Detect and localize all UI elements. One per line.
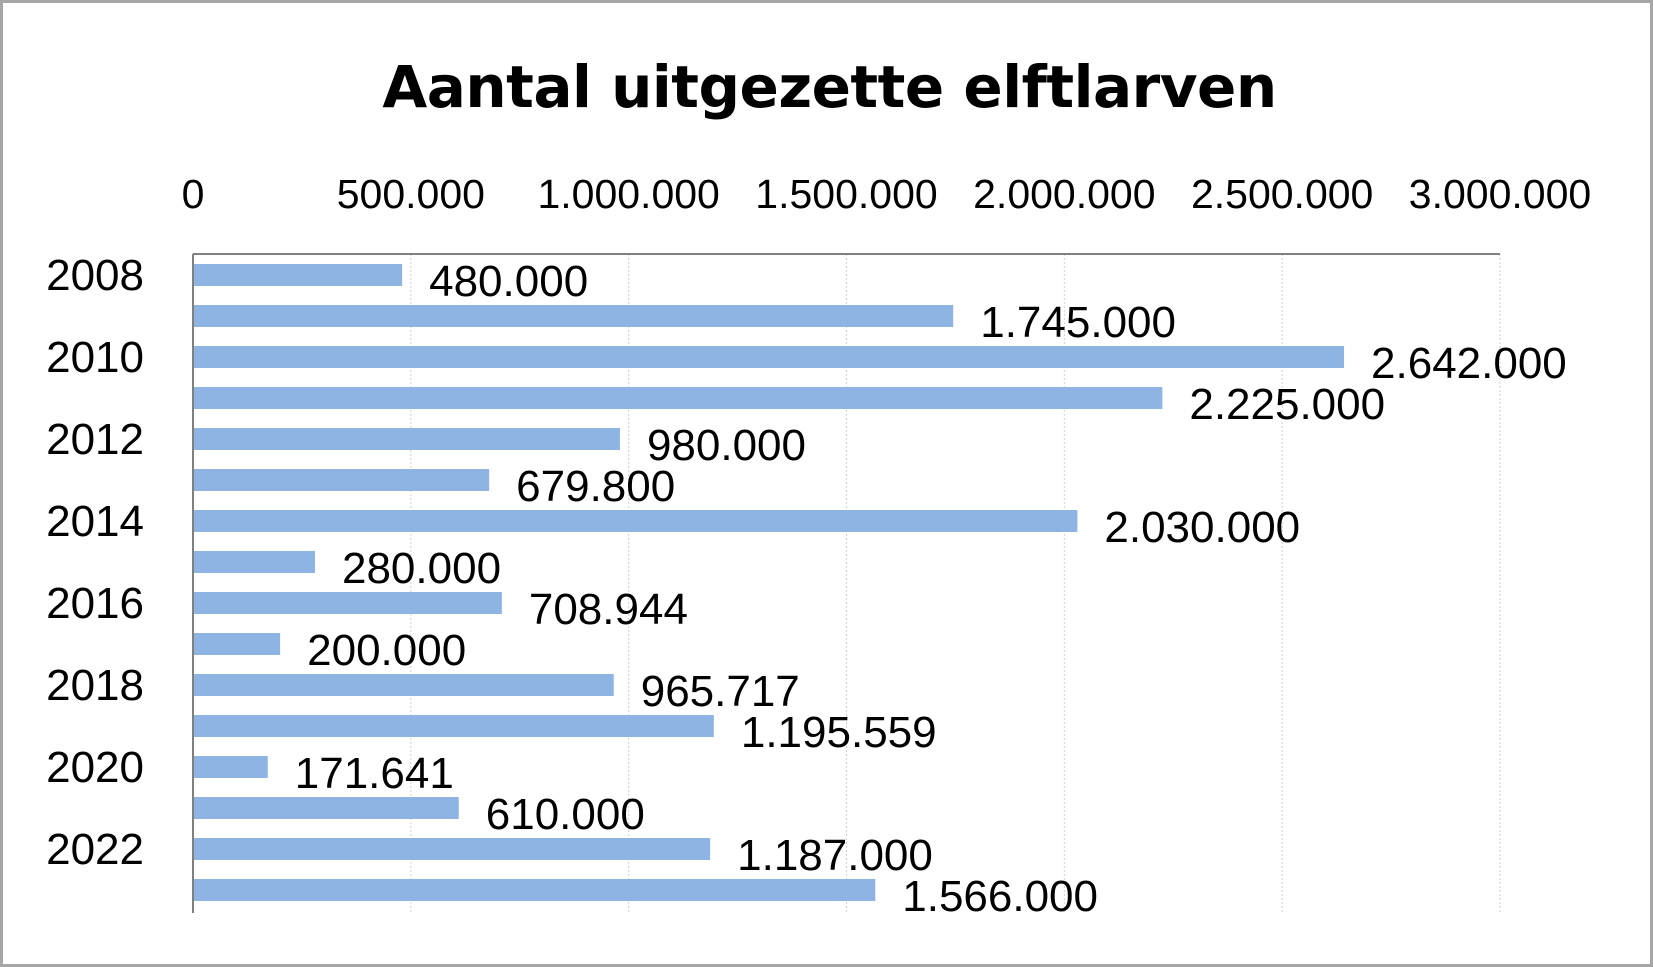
bar [194,879,876,901]
data-label: 708.944 [529,585,688,634]
bar [194,838,711,860]
data-label: 2.030.000 [1104,503,1300,552]
x-tick-label: 3.000.000 [1409,171,1591,217]
chart-title: Aantal uitgezette elftlarven [382,53,1277,121]
bar [194,305,954,327]
y-tick-label: 2022 [46,825,144,874]
bars [194,264,1345,901]
data-label: 200.000 [307,626,466,675]
y-tick-label: 2018 [46,661,144,710]
x-tick-label: 500.000 [337,171,485,217]
bar [194,469,490,491]
bar [194,387,1163,409]
bar [194,674,614,696]
bar [194,756,268,778]
y-tick-label: 2014 [46,497,144,546]
data-label: 980.000 [647,421,806,470]
labels: 0 500.000 1.000.000 1.500.000 2.000.000 2.500… [46,171,1591,921]
data-label: 171.641 [295,749,454,798]
data-label: 1.195.559 [741,708,937,757]
bar [194,633,281,655]
data-label: 610.000 [486,790,645,839]
y-tick-label: 2010 [46,333,144,382]
bar [194,510,1078,532]
bar [194,551,315,573]
data-label: 965.717 [641,667,800,716]
y-tick-label: 2008 [46,251,144,300]
y-tick-label: 2012 [46,415,144,464]
bar [194,797,459,819]
bar [194,346,1345,368]
data-label: 679.800 [516,462,675,511]
x-tick-label: 2.000.000 [973,171,1155,217]
bar [194,592,502,614]
data-label: 280.000 [342,544,501,593]
bar [194,428,620,450]
bar [194,715,714,737]
x-tick-label: 2.500.000 [1191,171,1373,217]
y-tick-label: 2020 [46,743,144,792]
bar [194,264,403,286]
data-label: 480.000 [429,257,588,306]
x-tick-label: 1.500.000 [755,171,937,217]
data-label: 1.566.000 [902,872,1098,921]
chart-plot: 0 500.000 1.000.000 1.500.000 2.000.000 2.500… [46,171,1591,921]
data-label: 2.225.000 [1189,380,1385,429]
data-label: 1.745.000 [980,298,1176,347]
axes [192,253,1500,913]
y-tick-label: 2016 [46,579,144,628]
data-label: 2.642.000 [1371,339,1567,388]
data-label: 1.187.000 [737,831,933,880]
x-tick-label: 0 [182,171,205,217]
x-tick-label: 1.000.000 [537,171,719,217]
